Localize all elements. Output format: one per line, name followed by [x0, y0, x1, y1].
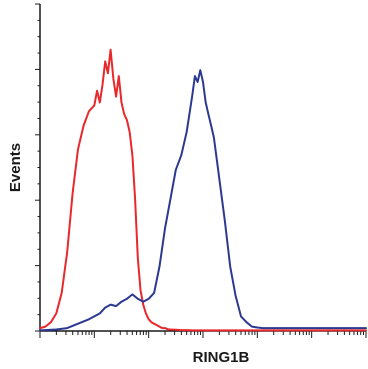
x-axis-title: RING1B — [193, 349, 250, 366]
series-line-blue — [39, 69, 367, 332]
series-line-red — [39, 48, 367, 332]
tick-marks — [35, 3, 367, 338]
y-axis-title: Events — [7, 143, 24, 192]
series-layer — [39, 48, 367, 332]
